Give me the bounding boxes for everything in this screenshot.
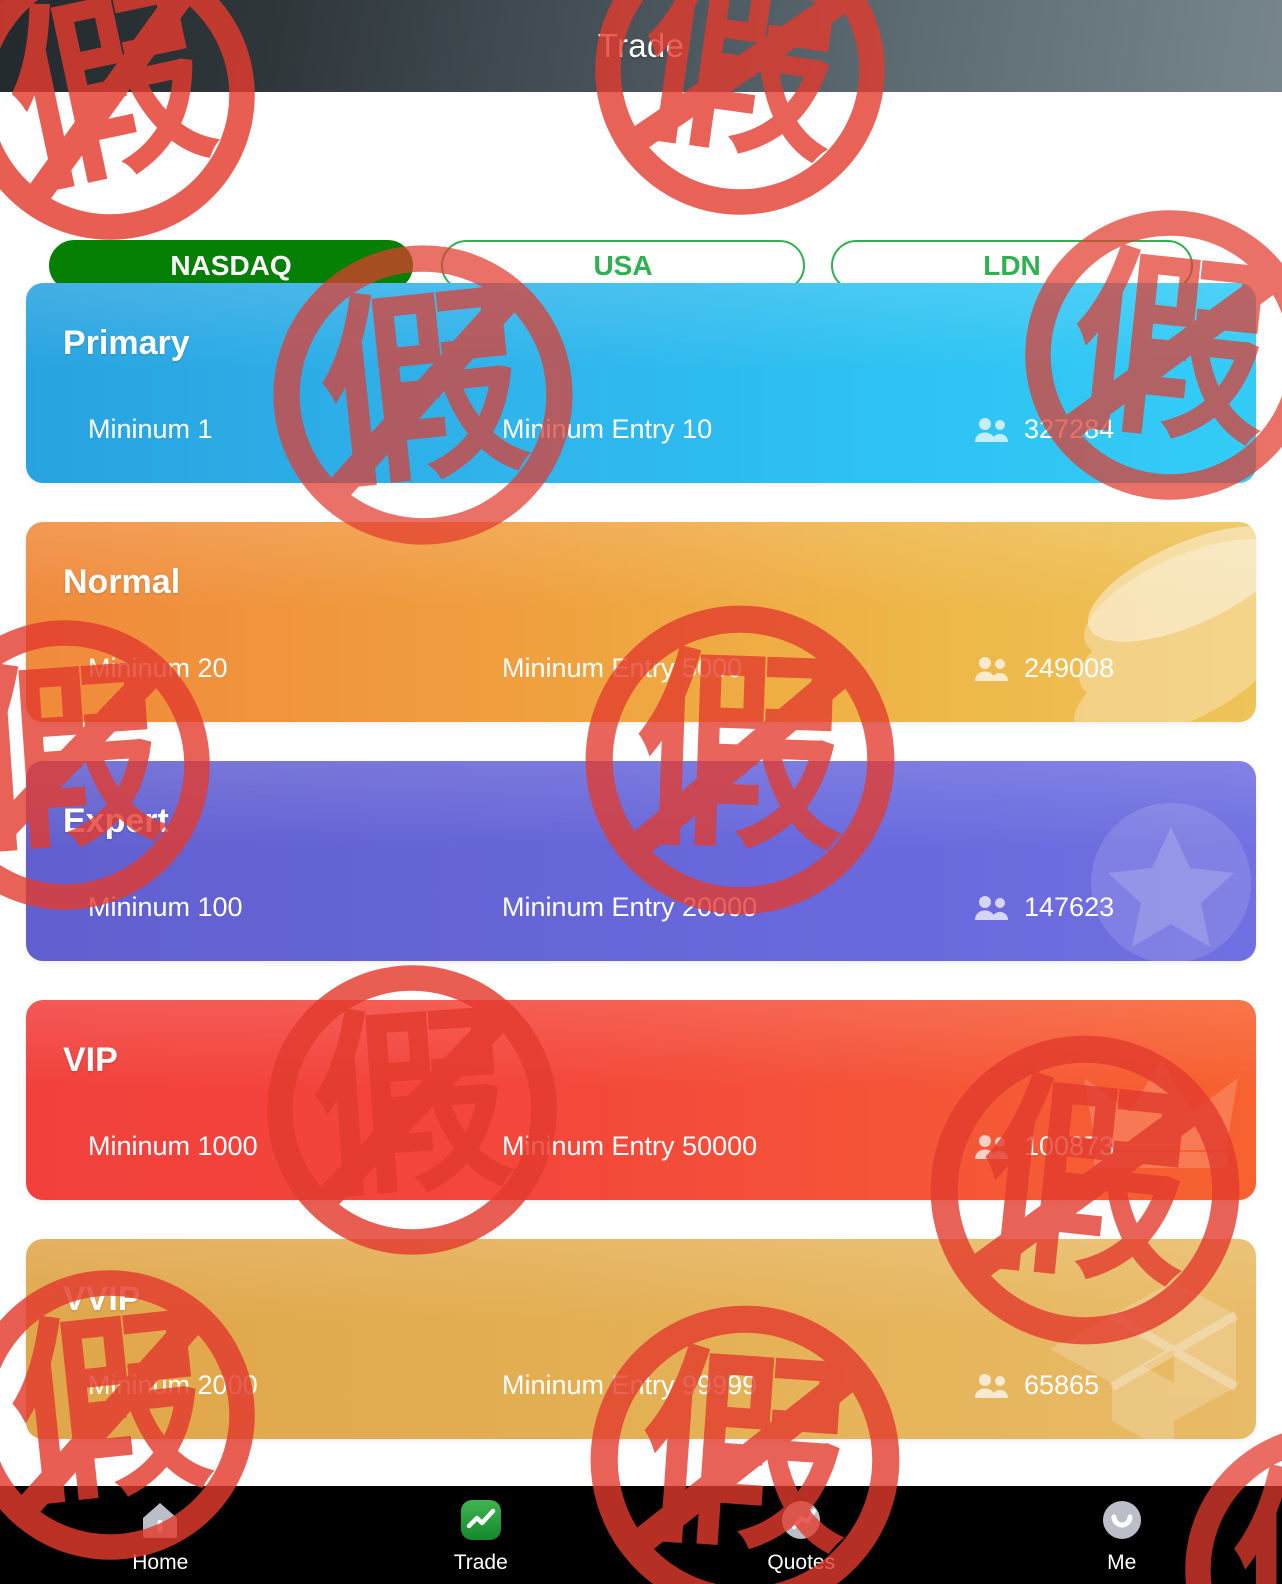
level-entry: Mininum Entry 99999: [502, 1370, 758, 1400]
level-users: 327284: [974, 414, 1114, 445]
tab-trade[interactable]: Trade: [321, 1496, 642, 1575]
level-card-vvip[interactable]: VVIP Mininum 2000 Mininum Entry 99999 65…: [26, 1239, 1256, 1439]
level-users-count: 327284: [1024, 414, 1115, 444]
tab-label: Trade: [453, 1550, 508, 1574]
level-stats-row: Mininum 20 Mininum Entry 5000 249008: [26, 653, 1256, 693]
level-users-count: 249008: [1024, 653, 1115, 683]
level-users-count: 100873: [1024, 1131, 1115, 1161]
people-icon: [975, 656, 1008, 681]
level-card-expert[interactable]: Expert Mininum 100 Mininum Entry 20000 1…: [26, 761, 1256, 961]
level-card-normal[interactable]: Normal Mininum 20 Mininum Entry 5000 249…: [26, 522, 1256, 722]
level-entry: Mininum Entry 5000: [502, 653, 743, 683]
level-entry: Mininum Entry 50000: [502, 1131, 758, 1161]
quotes-icon: [782, 1500, 821, 1539]
level-users: 100873: [974, 1131, 1114, 1162]
level-entry: Mininum Entry 20000: [502, 892, 758, 922]
level-stats-row: Mininum 1 Mininum Entry 10 327284: [26, 414, 1256, 454]
person-icon: [1102, 1500, 1141, 1539]
tab-label: Me: [1107, 1550, 1137, 1574]
level-minimum: Mininum 1: [88, 414, 213, 444]
level-name: VIP: [63, 1041, 118, 1079]
level-card-primary[interactable]: Primary Mininum 1 Mininum Entry 10 32728…: [26, 283, 1256, 483]
bottom-tab-bar: Home Trade Quotes Me: [0, 1486, 1282, 1584]
level-minimum: Mininum 1000: [88, 1131, 258, 1161]
level-entry: Mininum Entry 10: [502, 414, 713, 444]
level-stats-row: Mininum 100 Mininum Entry 20000 147623: [26, 892, 1256, 932]
market-pill-label: USA: [593, 249, 653, 281]
level-users: 147623: [974, 892, 1114, 923]
level-card-vip[interactable]: VIP Mininum 1000 Mininum Entry 50000 100…: [26, 1000, 1256, 1200]
tab-home[interactable]: Home: [0, 1496, 321, 1575]
page-title: Trade: [597, 27, 685, 64]
tab-label: Quotes: [767, 1550, 836, 1574]
level-name: Normal: [63, 563, 181, 601]
market-filter-bar: NASDAQ USA LDN: [0, 92, 1282, 291]
level-users: 249008: [974, 653, 1114, 684]
people-icon: [975, 417, 1008, 442]
people-icon: [975, 895, 1008, 920]
chart-icon: [460, 1499, 501, 1540]
level-minimum: Mininum 100: [88, 892, 243, 922]
people-icon: [975, 1134, 1008, 1159]
level-stats-row: Mininum 2000 Mininum Entry 99999 65865: [26, 1370, 1256, 1410]
level-name: Expert: [63, 802, 169, 840]
tab-label: Home: [132, 1550, 189, 1574]
level-users: 65865: [974, 1370, 1099, 1401]
home-icon: [143, 1502, 178, 1538]
tab-quotes[interactable]: Quotes: [641, 1496, 962, 1575]
level-name: Primary: [63, 324, 190, 362]
app-header: Trade: [0, 0, 1282, 92]
tab-me[interactable]: Me: [962, 1496, 1282, 1575]
level-minimum: Mininum 2000: [88, 1370, 258, 1400]
level-minimum: Mininum 20: [88, 653, 228, 683]
level-stats-row: Mininum 1000 Mininum Entry 50000 100873: [26, 1131, 1256, 1171]
people-icon: [975, 1373, 1008, 1398]
level-users-count: 147623: [1024, 892, 1115, 922]
level-name: VVIP: [63, 1280, 141, 1318]
market-pill-label: NASDAQ: [170, 249, 292, 281]
level-users-count: 65865: [1024, 1370, 1100, 1400]
market-pill-label: LDN: [983, 249, 1041, 281]
